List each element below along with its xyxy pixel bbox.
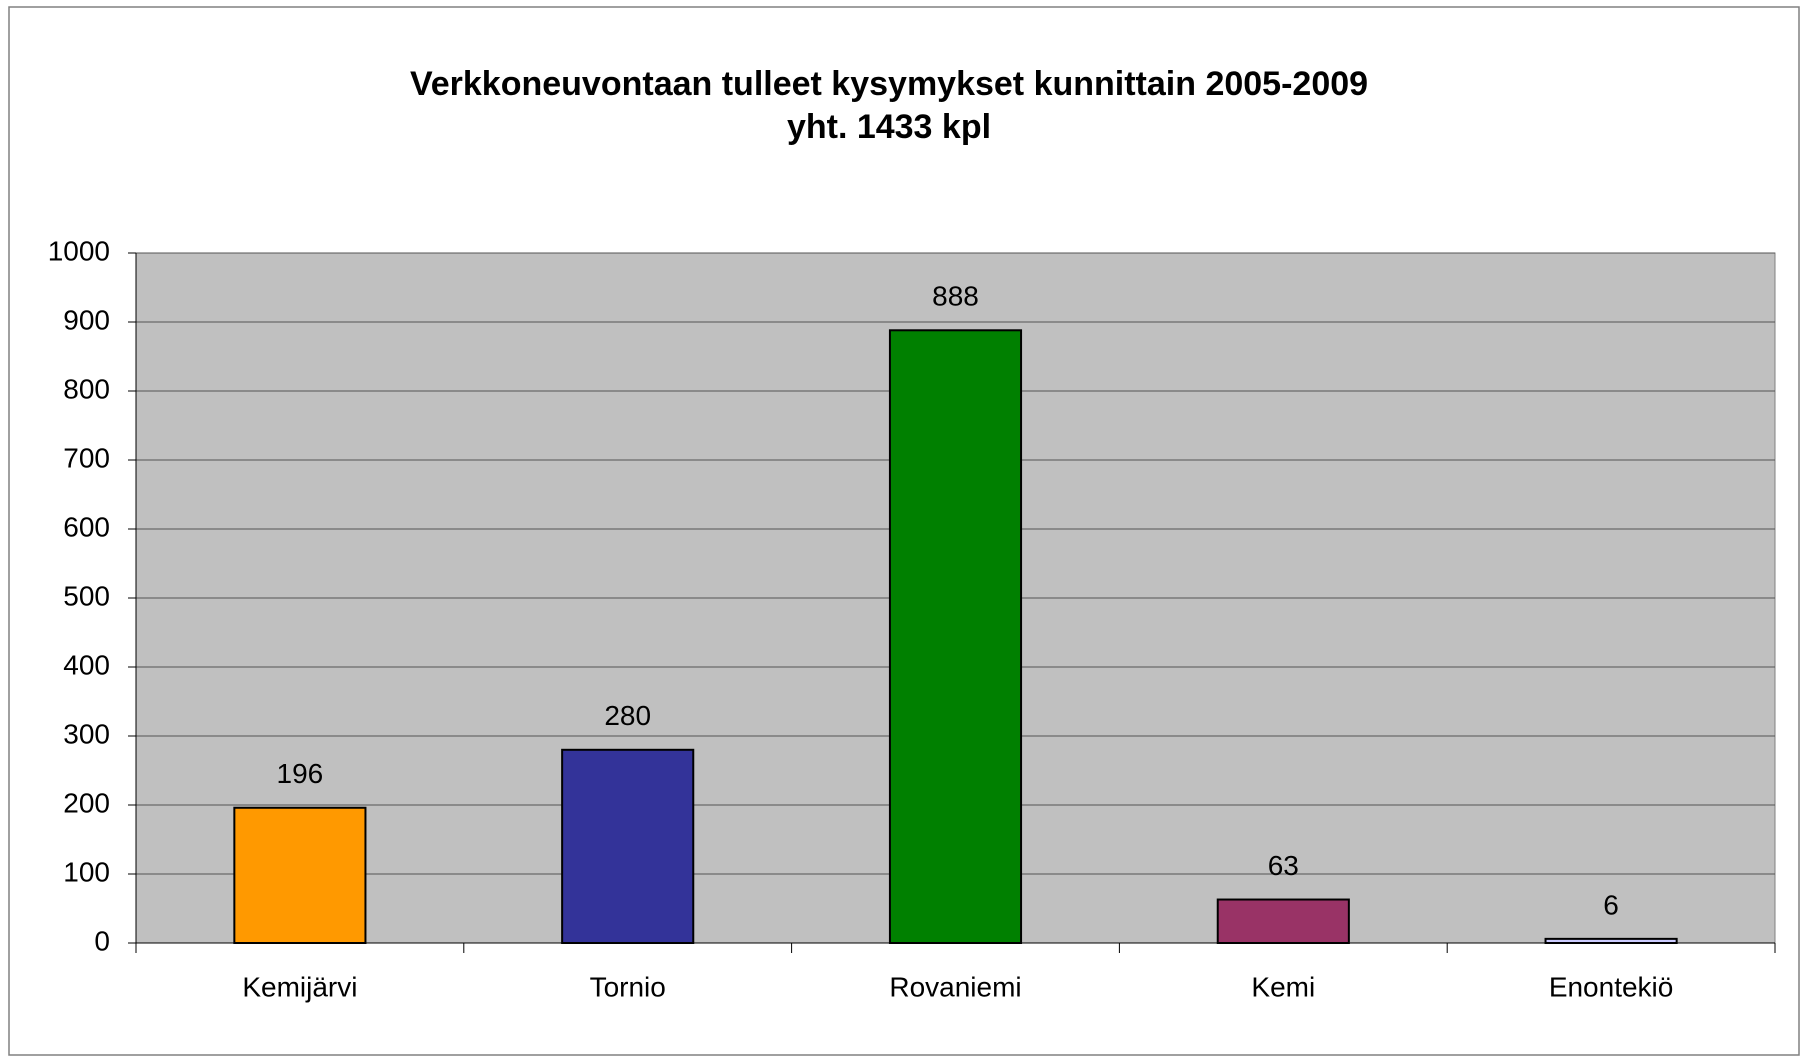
bar bbox=[1216, 898, 1350, 945]
data-label: 196 bbox=[277, 758, 324, 789]
y-tick-label: 300 bbox=[63, 718, 110, 749]
chart-subtitle: yht. 1433 kpl bbox=[787, 108, 991, 146]
x-tick-label: Rovaniemi bbox=[889, 971, 1021, 1002]
x-tick-label: Kemijärvi bbox=[242, 971, 357, 1002]
y-tick-label: 600 bbox=[63, 511, 110, 542]
x-tick-label: Kemi bbox=[1251, 971, 1315, 1002]
y-tick-label: 800 bbox=[63, 373, 110, 404]
y-tick-label: 700 bbox=[63, 442, 110, 473]
data-label: 280 bbox=[604, 700, 651, 731]
bar bbox=[1544, 937, 1678, 944]
data-label: 63 bbox=[1268, 850, 1299, 881]
x-tick-label: Enontekiö bbox=[1549, 971, 1674, 1002]
y-tick-label: 0 bbox=[94, 925, 110, 956]
bar bbox=[233, 806, 367, 945]
x-tick-label: Tornio bbox=[590, 971, 666, 1002]
bar bbox=[888, 329, 1023, 944]
bar bbox=[561, 748, 695, 944]
y-tick-label: 500 bbox=[63, 580, 110, 611]
data-label: 888 bbox=[932, 281, 979, 312]
chart-title: Verkkoneuvontaan tulleet kysymykset kunn… bbox=[410, 65, 1368, 103]
y-tick-label: 100 bbox=[63, 856, 110, 887]
y-tick-label: 200 bbox=[63, 787, 110, 818]
data-label: 6 bbox=[1603, 889, 1619, 920]
y-tick-label: 1000 bbox=[48, 235, 110, 266]
y-tick-label: 400 bbox=[63, 649, 110, 680]
y-tick-label: 900 bbox=[63, 304, 110, 335]
